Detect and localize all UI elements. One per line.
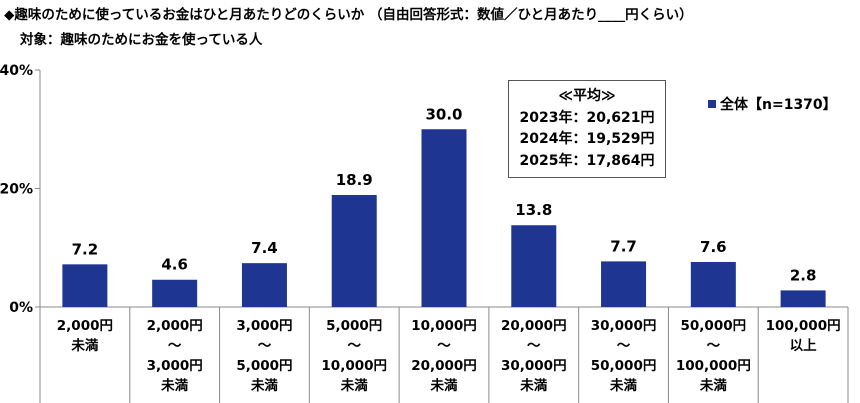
x-tick-label: 未満 xyxy=(71,337,98,354)
data-label: 7.6 xyxy=(700,238,727,256)
data-label: 30.0 xyxy=(425,105,462,123)
x-tick-label: 50,000円 xyxy=(591,358,657,374)
average-header: ≪平均≫ xyxy=(558,88,616,104)
x-tick-label: 2,000円 xyxy=(147,318,203,334)
x-tick-label: 5,000円 xyxy=(236,358,292,374)
x-tick-label: 未満 xyxy=(610,377,638,394)
x-tick-label: 2,000円 xyxy=(57,318,113,334)
average-2025: 2025年：17,864円 xyxy=(519,152,655,169)
x-tick-label: 未満 xyxy=(431,377,458,394)
bar xyxy=(780,290,826,307)
x-tick-label: 30,000円 xyxy=(591,318,657,334)
x-tick-label: 以上 xyxy=(790,338,818,354)
x-tick-label: ～ xyxy=(168,338,182,354)
x-tick-label: ～ xyxy=(527,338,541,354)
y-tick-label: 20% xyxy=(0,182,33,198)
bar xyxy=(421,129,467,307)
x-tick-label: ～ xyxy=(347,338,361,354)
x-tick-label: 未満 xyxy=(341,377,368,394)
average-2024: 2024年：19,529円 xyxy=(519,131,655,147)
bar xyxy=(331,195,377,307)
data-label: 7.7 xyxy=(610,237,637,255)
x-tick-label: 未満 xyxy=(251,377,278,394)
x-tick-label: 30,000円 xyxy=(501,358,567,374)
legend: 全体【n=1370】 xyxy=(708,94,837,114)
x-tick-label: 20,000円 xyxy=(411,358,477,374)
bar xyxy=(690,261,736,307)
data-label: 18.9 xyxy=(336,171,373,189)
chart-title: ◆趣味のために使っているお金はひと月あたりどのくらいか （自由回答形式：数値／ひ… xyxy=(4,7,693,23)
y-tick-label: 0% xyxy=(9,300,33,316)
average-2023: 2023年：20,621円 xyxy=(519,109,655,126)
data-label: 13.8 xyxy=(515,201,552,219)
x-tick-label: ～ xyxy=(617,338,631,354)
x-tick-label: 20,000円 xyxy=(501,318,567,334)
legend-swatch xyxy=(708,100,716,108)
x-tick-label: 3,000円 xyxy=(147,358,203,374)
bar xyxy=(601,261,647,307)
x-tick-label: 10,000円 xyxy=(321,358,387,374)
x-tick-label: 100,000円 xyxy=(676,358,751,374)
x-tick-label: ～ xyxy=(707,338,721,354)
data-label: 4.6 xyxy=(161,256,188,274)
x-tick-label: ～ xyxy=(258,338,272,354)
x-tick-label: 5,000円 xyxy=(326,318,382,334)
bar xyxy=(152,279,198,307)
average-box: ≪平均≫ 2023年：20,621円 2024年：19,529円 2025年：1… xyxy=(508,80,666,178)
bar xyxy=(511,225,557,307)
x-tick-label: 50,000円 xyxy=(681,318,747,334)
x-tick-label: ～ xyxy=(437,338,451,354)
x-tick-label: 未満 xyxy=(161,377,188,394)
legend-label: 全体【n=1370】 xyxy=(720,97,837,113)
chart-subtitle: 対象：趣味のためにお金を使っている人 xyxy=(20,32,263,48)
x-tick-label: 10,000円 xyxy=(411,318,477,334)
data-label: 7.4 xyxy=(251,239,278,257)
y-tick-label: 40% xyxy=(0,63,33,79)
x-tick-label: 未満 xyxy=(700,377,727,394)
x-tick-label: 100,000円 xyxy=(766,318,841,334)
bar xyxy=(62,264,108,307)
x-tick-label: 3,000円 xyxy=(236,318,292,334)
x-tick-label: 未満 xyxy=(520,377,547,394)
data-label: 2.8 xyxy=(790,266,817,284)
data-label: 7.2 xyxy=(72,240,99,258)
bar xyxy=(241,263,287,307)
